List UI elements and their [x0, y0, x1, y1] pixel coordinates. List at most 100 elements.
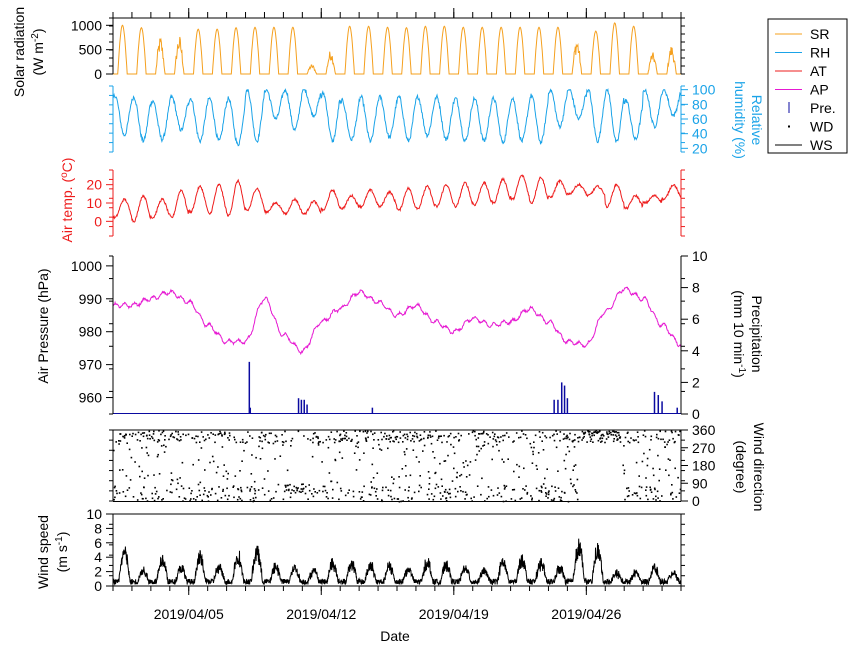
wd-point: [192, 463, 194, 466]
wd-point: [396, 436, 399, 438]
wd-point: [535, 487, 538, 490]
wd-point: [563, 459, 566, 462]
wd-point: [653, 487, 656, 490]
wd-point: [490, 489, 493, 491]
wd-point: [265, 433, 267, 436]
wd-point: [645, 494, 648, 497]
wd-point: [504, 486, 506, 489]
wd-point: [218, 486, 220, 488]
wd-point: [198, 489, 201, 492]
wd-point: [413, 440, 415, 443]
wd-point: [678, 492, 681, 494]
wd-point: [420, 486, 422, 489]
wd-point: [115, 441, 117, 443]
axes-layer: 0500100020406080100010209609709809901000…: [71, 8, 716, 595]
wd-point: [644, 435, 647, 438]
wd-point: [259, 458, 262, 460]
wd-point: [223, 464, 225, 466]
wd-point: [532, 453, 534, 456]
wd-point: [635, 492, 637, 495]
wd-point: [622, 464, 624, 467]
wd-point: [285, 489, 288, 491]
wd-point: [382, 486, 384, 489]
wd-point: [478, 450, 481, 452]
wd-point: [415, 456, 418, 458]
legend-frame: [767, 18, 848, 154]
wd-point: [373, 432, 376, 434]
wd-point: [626, 495, 629, 498]
wd-point: [650, 435, 653, 438]
wd-point: [282, 498, 285, 501]
wd-point: [544, 435, 546, 437]
wd-point: [494, 439, 497, 441]
precipitation-bars: [113, 361, 681, 414]
wd-point: [635, 439, 637, 441]
wd-point: [392, 440, 394, 442]
wd-point: [573, 484, 575, 486]
wd-point: [582, 432, 585, 434]
pre-tick-label: 8: [692, 280, 700, 296]
wd-point: [160, 433, 162, 436]
wd-point: [119, 433, 122, 435]
wd-point: [129, 479, 132, 481]
wd-point: [476, 453, 478, 456]
wd-point: [375, 495, 377, 497]
wd-point: [125, 434, 127, 436]
wd-point: [407, 496, 409, 499]
pre-tick-label: 2: [692, 374, 700, 390]
wd-point: [123, 435, 125, 438]
wd-point: [134, 461, 136, 463]
wd-point: [307, 498, 309, 500]
wd-point: [628, 441, 631, 444]
wd-point: [445, 497, 448, 499]
wd-point: [398, 486, 401, 489]
wd-point: [497, 436, 500, 439]
x-tick-labels: 2019/04/05 2019/04/12 2019/04/19 2019/04/26: [154, 606, 622, 622]
wd-point: [395, 438, 397, 441]
wd-point: [251, 437, 254, 439]
wd-point: [557, 470, 559, 472]
wd-point: [615, 435, 618, 438]
wd-point: [241, 438, 244, 441]
wd-point: [502, 434, 504, 437]
wd-point: [147, 474, 149, 477]
wd-point: [318, 489, 321, 492]
wd-point: [671, 431, 673, 434]
wd-point: [338, 498, 340, 501]
wd-point: [153, 439, 156, 442]
wd-point: [460, 473, 463, 476]
wd-point: [462, 490, 464, 493]
wd-scatter-points: [113, 430, 682, 503]
wd-point: [376, 488, 378, 490]
wd-point: [455, 436, 457, 438]
wd-point: [263, 493, 266, 496]
wd-point: [465, 476, 468, 478]
wd-point: [284, 430, 286, 433]
wd-point: [519, 498, 522, 500]
wd-point: [151, 492, 153, 495]
panel-solar-radiation: Solar radiation (W m-2): [11, 7, 681, 97]
wd-point: [440, 498, 442, 500]
wd-point: [418, 461, 420, 463]
wd-point: [558, 496, 561, 498]
wd-point: [647, 498, 649, 501]
wd-point: [168, 438, 170, 441]
wd-point: [547, 493, 550, 496]
wd-point: [560, 496, 562, 499]
wd-point: [409, 474, 412, 477]
wd-point: [272, 442, 275, 445]
wd-point: [566, 434, 568, 437]
wd-point: [575, 490, 577, 493]
wd-point: [650, 439, 652, 441]
wd-point: [441, 441, 443, 444]
wd-point: [148, 434, 151, 436]
wd-point: [566, 437, 568, 440]
wd-point: [355, 469, 358, 471]
wd-point: [656, 490, 659, 493]
wd-point: [486, 497, 488, 500]
wd-point: [203, 487, 206, 489]
wd-point: [211, 488, 213, 491]
wd-point: [474, 430, 476, 433]
wd-point: [615, 431, 617, 433]
wd-point: [422, 450, 424, 452]
